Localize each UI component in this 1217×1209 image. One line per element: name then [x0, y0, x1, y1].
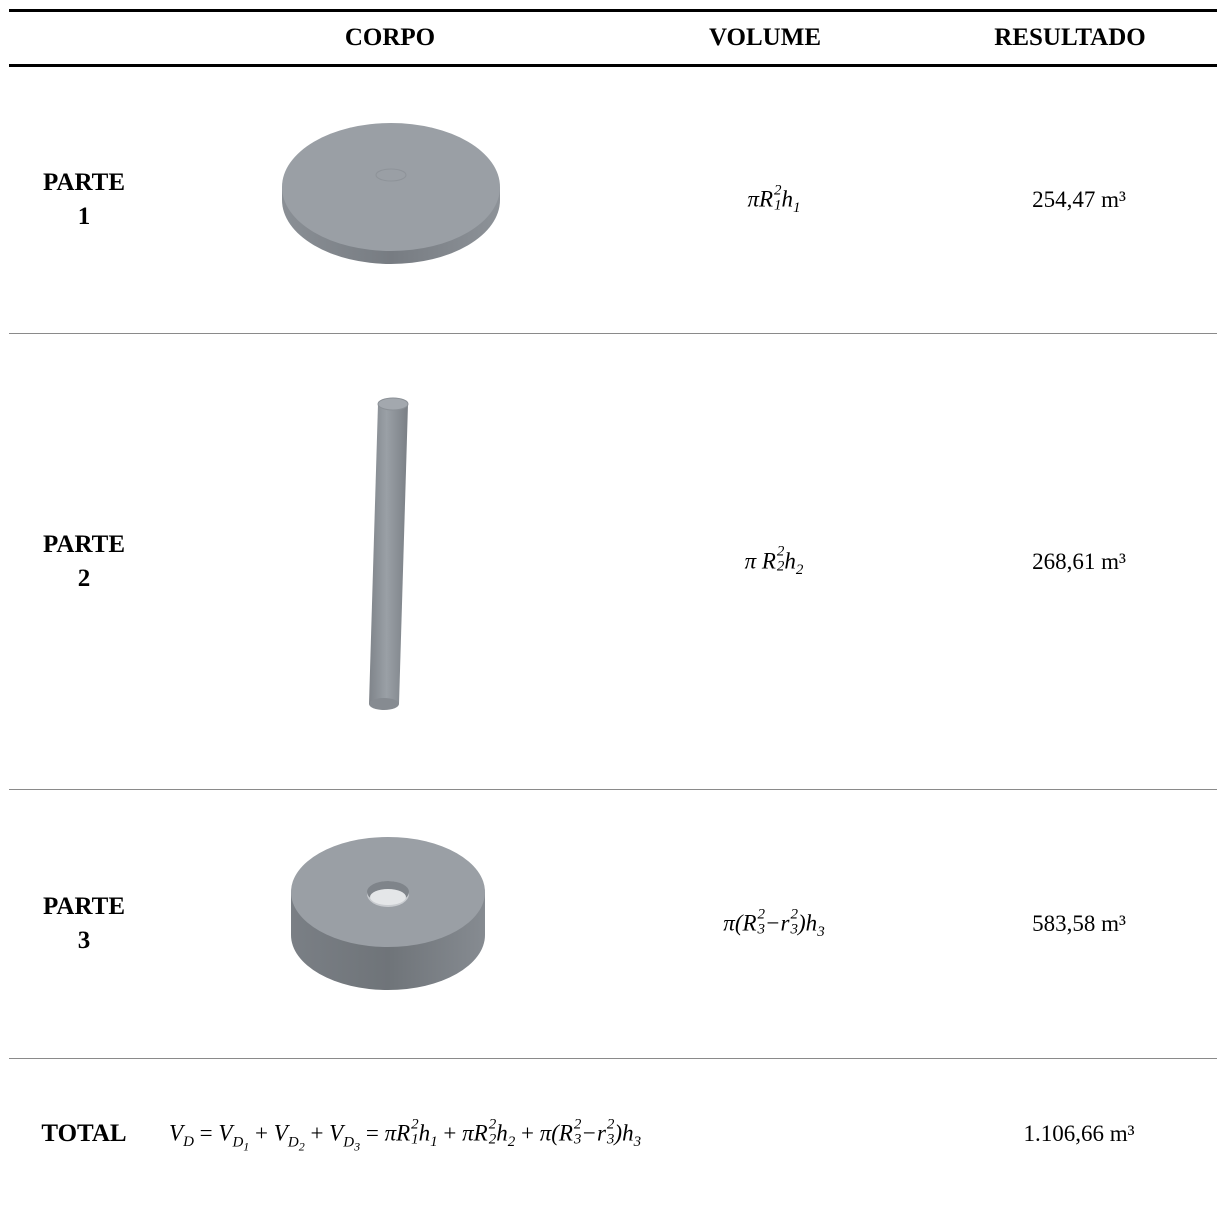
row-label: PARTE 3 — [9, 890, 159, 958]
table-header-rule — [9, 64, 1217, 67]
row-divider — [9, 333, 1217, 334]
volume-formula: π(R 2 3 −r 2 3)h3 — [723, 906, 825, 941]
row-label-line1: PARTE — [43, 530, 125, 558]
thin-disc-icon — [282, 123, 500, 264]
cylinder-rod-icon — [369, 397, 409, 710]
total-result: 1.106,66 m³ — [1023, 1121, 1135, 1146]
total-label: TOTAL — [41, 1120, 127, 1147]
row-label: PARTE 1 — [9, 166, 159, 234]
body-cell — [239, 790, 559, 1058]
volume-formula: π R 2 2 h2 — [744, 543, 804, 578]
total-row: TOTAL VD = VD1 + VD2 + VD3 = πR 2 1 h1 + πR… — [9, 1059, 1217, 1209]
table-row: PARTE 2 π R 2 2 h2 268,61 m³ — [9, 334, 1217, 789]
table-row: PARTE 3 π(R 2 3 −r 2 3)h3 583,58 m³ — [9, 790, 1217, 1058]
row-label-line1: PARTE — [43, 893, 125, 920]
body-cell — [239, 334, 559, 789]
row-label-line2: 3 — [77, 927, 91, 954]
row-label: PARTE 2 — [9, 528, 159, 596]
row-divider — [9, 789, 1217, 790]
result-value: 254,47 m³ — [1032, 187, 1126, 212]
header-volume: VOLUME — [709, 24, 821, 51]
ring-disc-icon — [291, 837, 485, 990]
volume-formula: πR 2 1 h1 — [747, 182, 801, 217]
row-label-line2: 2 — [77, 564, 91, 592]
table-row: PARTE 1 πR 2 1 h1 254,47 m³ — [9, 67, 1217, 333]
body-cell — [239, 67, 559, 333]
header-corpo: CORPO — [344, 24, 436, 51]
result-value: 583,58 m³ — [1032, 911, 1126, 936]
row-label-line2: 1 — [77, 203, 91, 230]
result-value: 268,61 m³ — [1032, 548, 1126, 574]
row-label-line1: PARTE — [43, 169, 125, 196]
table-top-rule — [9, 9, 1217, 12]
total-formula: VD = VD1 + VD2 + VD3 = πR 2 1 h1 + πR 2 2 h2 +… — [169, 1116, 642, 1154]
row-divider — [9, 1058, 1217, 1059]
header-resultado: RESULTADO — [994, 24, 1146, 51]
